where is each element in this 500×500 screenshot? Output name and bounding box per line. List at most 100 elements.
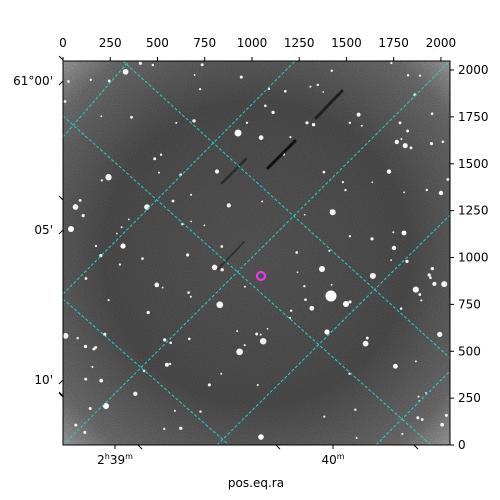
star: [107, 299, 110, 302]
star: [72, 204, 79, 210]
star: [193, 74, 196, 76]
star: [243, 285, 246, 288]
star: [402, 143, 408, 149]
star: [259, 337, 267, 345]
ra-tick-label: 2h39m: [97, 452, 133, 467]
ra-minor-tick: [413, 444, 419, 450]
star: [63, 100, 67, 103]
star: [88, 407, 92, 410]
star: [186, 253, 190, 257]
star: [348, 121, 352, 125]
star: [430, 266, 434, 271]
star: [83, 344, 88, 349]
star: [369, 272, 376, 279]
star: [258, 434, 264, 440]
dec-minor-tick: [58, 392, 64, 398]
star: [343, 301, 349, 307]
star: [437, 331, 443, 338]
star: [391, 245, 397, 251]
star: [444, 413, 448, 417]
star: [118, 263, 122, 266]
star: [263, 104, 267, 108]
top-tick-label: 1250: [284, 36, 315, 50]
streak: [217, 241, 245, 270]
streak: [266, 139, 297, 170]
right-tick-label: 2000: [458, 63, 489, 77]
star: [322, 91, 325, 93]
star: [370, 237, 374, 241]
star: [216, 301, 224, 309]
star: [390, 259, 392, 261]
star: [441, 281, 448, 288]
star: [341, 181, 344, 184]
dec-minor-tick: [58, 195, 64, 201]
star: [355, 436, 358, 440]
right-tick-label: 500: [458, 344, 481, 358]
star: [159, 153, 163, 156]
star: [392, 231, 395, 234]
star: [354, 408, 357, 411]
star: [154, 282, 160, 288]
star: [76, 337, 79, 340]
star: [169, 341, 173, 345]
star: [164, 362, 169, 367]
dec-axis: 61°00' 05' 10': [13, 55, 64, 398]
star: [438, 190, 444, 196]
star: [199, 410, 202, 413]
star: [394, 139, 399, 145]
star: [258, 135, 264, 140]
dec-minor-tick: [58, 55, 64, 61]
star: [245, 121, 249, 124]
top-tick-label: 2000: [426, 36, 457, 50]
top-tick-label: 1000: [237, 36, 268, 50]
dec-tick-mark: [58, 229, 64, 235]
star: [420, 299, 423, 302]
streak: [220, 157, 248, 185]
star: [316, 83, 319, 87]
star: [406, 74, 410, 77]
dec-tick-label: 10': [34, 373, 53, 387]
star: [446, 177, 450, 181]
star: [319, 266, 325, 272]
star: [175, 121, 178, 124]
star: [63, 333, 69, 339]
star: [190, 220, 193, 223]
ra-unit: m: [337, 452, 345, 461]
right-tick-label: 750: [458, 297, 481, 311]
star: [409, 146, 413, 150]
top-tick-label: 750: [193, 36, 216, 50]
top-tick-label: 1500: [331, 36, 362, 50]
star: [171, 199, 175, 203]
star: [441, 140, 445, 143]
star: [283, 89, 287, 93]
star: [416, 416, 420, 420]
star: [412, 286, 419, 293]
star: [115, 232, 118, 235]
right-tick-label: 1500: [458, 157, 489, 171]
grid-line: [63, 115, 432, 445]
top-tick-label: 0: [59, 36, 67, 50]
star: [403, 191, 405, 194]
star: [289, 316, 292, 319]
star: [418, 74, 422, 77]
star: [417, 395, 420, 398]
top-tick-label: 1750: [378, 36, 409, 50]
star: [234, 129, 242, 137]
star: [141, 257, 144, 260]
star: [365, 336, 369, 340]
star: [305, 121, 309, 125]
star: [67, 80, 70, 83]
star: [146, 310, 150, 315]
star: [89, 78, 92, 81]
star: [220, 268, 224, 272]
star: [425, 188, 429, 192]
x-axis-title: pos.eq.ra: [228, 476, 284, 490]
star: [418, 293, 422, 296]
star: [289, 136, 292, 139]
star: [329, 209, 332, 212]
star: [309, 305, 315, 311]
right-tick-label: 1750: [458, 110, 489, 124]
right-tick-label: 1000: [458, 251, 489, 265]
star: [220, 372, 223, 375]
star: [356, 112, 361, 117]
